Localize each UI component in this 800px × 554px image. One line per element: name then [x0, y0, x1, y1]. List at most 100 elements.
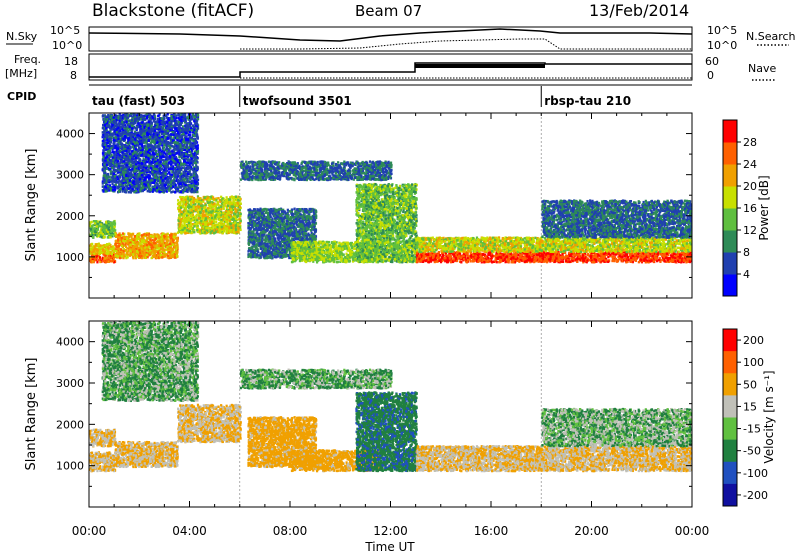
- power-cell: [222, 207, 225, 210]
- power-cell: [188, 224, 191, 227]
- power-cell: [223, 228, 226, 231]
- power-cell: [89, 234, 92, 237]
- power-cell: [206, 216, 209, 219]
- power-cell: [210, 214, 213, 217]
- power-cell: [189, 231, 192, 235]
- power-cell: [96, 251, 99, 255]
- power-cell: [214, 225, 217, 229]
- power-cell: [133, 240, 137, 244]
- power-cell: [210, 218, 214, 221]
- power-cell: [189, 196, 192, 200]
- power-cell: [234, 229, 238, 232]
- power-cell: [200, 204, 203, 207]
- power-cell: [129, 239, 132, 242]
- power-cell: [208, 203, 211, 207]
- power-cell: [161, 232, 164, 235]
- power-cell: [109, 231, 112, 235]
- power-cell: [218, 204, 221, 207]
- freq-panel-frame: [88, 53, 693, 81]
- power-cell: [228, 204, 231, 207]
- power-cell: [223, 201, 226, 204]
- power-cell: [113, 247, 116, 251]
- power-cell: [102, 233, 105, 236]
- power-cell: [131, 232, 135, 236]
- power-cell: [188, 211, 192, 215]
- power-cell: [188, 230, 192, 233]
- power-cell: [187, 207, 190, 210]
- power-cell: [136, 247, 139, 250]
- power-cell: [120, 236, 123, 240]
- power-cell: [108, 256, 111, 259]
- power-cell: [112, 221, 115, 225]
- power-cell: [117, 247, 120, 251]
- power-cell: [141, 235, 144, 238]
- power-cell: [136, 255, 139, 258]
- power-cell: [113, 222, 117, 225]
- power-cell: [200, 207, 204, 211]
- power-cell: [213, 197, 216, 201]
- power-cell: [227, 224, 230, 227]
- power-cell: [192, 205, 195, 208]
- power-cell: [215, 213, 218, 216]
- power-cell: [185, 214, 188, 217]
- power-cell: [106, 248, 109, 252]
- power-cell: [238, 197, 241, 200]
- freq-trace: [89, 62, 692, 78]
- power-cell: [187, 203, 190, 207]
- power-cell: [175, 248, 178, 251]
- power-cell: [102, 156, 105, 159]
- power-cell: [181, 224, 185, 228]
- power-cell: [106, 258, 109, 261]
- power-cell: [207, 210, 210, 213]
- power-cell: [217, 225, 220, 228]
- power-cell: [105, 260, 108, 263]
- power-cell: [207, 208, 210, 212]
- power-cell: [117, 235, 120, 239]
- power-cell: [161, 244, 164, 247]
- power-cell: [112, 246, 115, 249]
- power-cell: [238, 221, 242, 225]
- power-cell: [125, 240, 129, 243]
- power-cell: [143, 253, 146, 256]
- power-cell: [175, 253, 179, 257]
- power-cell: [142, 233, 145, 236]
- power-cell: [109, 247, 113, 251]
- nsky-label: N.Sky: [6, 30, 38, 43]
- power-cell: [148, 253, 151, 256]
- power-cell: [128, 241, 131, 245]
- power-cell: [174, 233, 177, 236]
- power-cell: [100, 223, 103, 226]
- power-cell: [169, 244, 172, 247]
- power-cell: [111, 259, 114, 263]
- power-cell: [152, 248, 155, 251]
- power-cell: [89, 228, 93, 231]
- power-cell: [207, 196, 210, 199]
- power-cell: [225, 220, 228, 224]
- power-cell: [137, 237, 140, 241]
- power-cell: [176, 247, 179, 251]
- power-cell: [135, 243, 138, 247]
- power-cell: [179, 201, 182, 204]
- power-cell: [168, 256, 171, 260]
- power-cell: [233, 202, 236, 205]
- power-cell: [166, 232, 169, 236]
- power-cell: [209, 228, 212, 231]
- power-cell: [133, 247, 136, 250]
- power-cell: [112, 260, 116, 264]
- power-cell: [192, 209, 196, 212]
- power-cell: [89, 250, 92, 253]
- power-cell: [196, 228, 199, 232]
- power-cell: [109, 256, 112, 260]
- power-cell: [227, 204, 230, 208]
- power-cell: [198, 200, 201, 203]
- power-cell: [139, 251, 142, 255]
- power-cell: [212, 208, 215, 211]
- power-cell: [193, 230, 196, 234]
- power-cell: [211, 196, 215, 199]
- power-cell: [152, 250, 155, 254]
- power-cell: [154, 248, 157, 251]
- power-cell: [144, 256, 147, 260]
- power-cell: [187, 205, 190, 208]
- power-cell: [239, 197, 242, 201]
- power-cell: [225, 229, 228, 232]
